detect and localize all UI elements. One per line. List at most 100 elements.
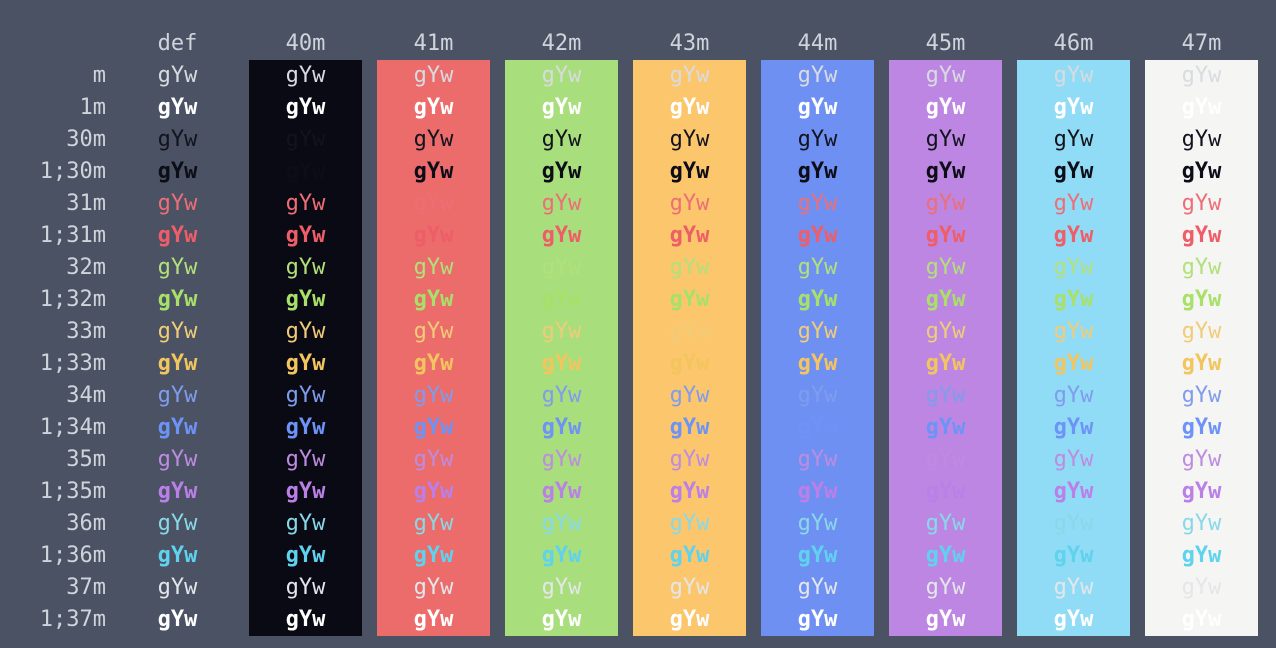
color-cell: gYw [889, 540, 1002, 572]
color-cell: gYw [761, 604, 874, 636]
color-row: m gYw gYw gYw gYw gYw gYw gYw gYw gYw [0, 60, 1276, 92]
color-cell: gYw [633, 284, 746, 316]
color-cell: gYw [157, 575, 198, 600]
color-cell: gYw [1017, 572, 1130, 604]
color-row: 1;35m gYw gYw gYw gYw gYw gYw gYw gYw gYw [0, 476, 1276, 508]
color-cell: gYw [249, 444, 362, 476]
color-cell: gYw [633, 412, 746, 444]
color-row: 1;36m gYw gYw gYw gYw gYw gYw gYw gYw gYw [0, 540, 1276, 572]
color-cell: gYw [249, 124, 362, 156]
color-row: 37m gYw gYw gYw gYw gYw gYw gYw gYw gYw [0, 572, 1276, 604]
color-cell: gYw [761, 220, 874, 252]
color-cell: gYw [157, 223, 198, 248]
color-cell: gYw [633, 124, 746, 156]
color-cell: gYw [377, 92, 490, 124]
color-cell: gYw [761, 316, 874, 348]
color-row: 33m gYw gYw gYw gYw gYw gYw gYw gYw gYw [0, 316, 1276, 348]
color-cell: gYw [1145, 284, 1258, 316]
color-cell: gYw [505, 316, 618, 348]
color-cell: gYw [1017, 444, 1130, 476]
color-row: 34m gYw gYw gYw gYw gYw gYw gYw gYw gYw [0, 380, 1276, 412]
color-cell: gYw [1017, 60, 1130, 92]
color-cell: gYw [505, 188, 618, 220]
color-cell: gYw [249, 412, 362, 444]
header-row: def 40m 41m 42m 43m 44m 45m 46m 47m [0, 28, 1276, 60]
color-cell: gYw [761, 252, 874, 284]
color-cell: gYw [1145, 156, 1258, 188]
color-cell: gYw [505, 60, 618, 92]
color-cell: gYw [249, 92, 362, 124]
color-cell: gYw [761, 348, 874, 380]
color-cell: gYw [1017, 316, 1130, 348]
row-label: 1;30m [39, 159, 106, 184]
color-cell: gYw [889, 348, 1002, 380]
color-cell: gYw [633, 508, 746, 540]
color-cell: gYw [157, 159, 198, 184]
color-cell: gYw [377, 188, 490, 220]
color-cell: gYw [1017, 412, 1130, 444]
color-cell: gYw [505, 156, 618, 188]
color-cell: gYw [505, 540, 618, 572]
color-cell: gYw [1017, 188, 1130, 220]
color-cell: gYw [1145, 380, 1258, 412]
color-cell: gYw [505, 252, 618, 284]
color-cell: gYw [249, 476, 362, 508]
color-cell: gYw [377, 380, 490, 412]
row-label: 34m [66, 383, 106, 408]
color-cell: gYw [1145, 348, 1258, 380]
column-header: 40m [285, 31, 326, 56]
color-row: 1;32m gYw gYw gYw gYw gYw gYw gYw gYw gYw [0, 284, 1276, 316]
color-cell: gYw [633, 380, 746, 412]
color-cell: gYw [157, 191, 198, 216]
row-label: 30m [66, 127, 106, 152]
color-cell: gYw [1017, 348, 1130, 380]
color-cell: gYw [889, 92, 1002, 124]
color-cell: gYw [157, 287, 198, 312]
color-cell: gYw [249, 572, 362, 604]
color-cell: gYw [889, 252, 1002, 284]
color-cell: gYw [1017, 124, 1130, 156]
color-cell: gYw [1145, 60, 1258, 92]
color-cell: gYw [505, 284, 618, 316]
row-label: 37m [66, 575, 106, 600]
color-cell: gYw [157, 351, 198, 376]
color-cell: gYw [505, 476, 618, 508]
color-row: 1;30m gYw gYw gYw gYw gYw gYw gYw gYw gYw [0, 156, 1276, 188]
color-cell: gYw [761, 284, 874, 316]
color-cell: gYw [157, 63, 198, 88]
color-cell: gYw [505, 412, 618, 444]
row-label: 32m [66, 255, 106, 280]
color-cell: gYw [889, 476, 1002, 508]
color-cell: gYw [1145, 188, 1258, 220]
color-cell: gYw [633, 604, 746, 636]
color-cell: gYw [249, 540, 362, 572]
color-cell: gYw [1017, 220, 1130, 252]
color-cell: gYw [1017, 604, 1130, 636]
row-label: 1m [79, 95, 107, 120]
color-cell: gYw [1017, 252, 1130, 284]
color-cell: gYw [377, 508, 490, 540]
color-cell: gYw [889, 124, 1002, 156]
color-cell: gYw [761, 156, 874, 188]
color-cell: gYw [157, 479, 198, 504]
color-cell: gYw [1017, 476, 1130, 508]
color-cell: gYw [1017, 284, 1130, 316]
color-cell: gYw [761, 476, 874, 508]
color-cell: gYw [761, 572, 874, 604]
color-cell: gYw [633, 540, 746, 572]
color-cell: gYw [377, 572, 490, 604]
row-label: 36m [66, 511, 106, 536]
color-row: 31m gYw gYw gYw gYw gYw gYw gYw gYw gYw [0, 188, 1276, 220]
color-cell: gYw [377, 316, 490, 348]
color-cell: gYw [377, 124, 490, 156]
color-row: 32m gYw gYw gYw gYw gYw gYw gYw gYw gYw [0, 252, 1276, 284]
color-cell: gYw [157, 95, 198, 120]
color-cell: gYw [633, 316, 746, 348]
color-cell: gYw [157, 607, 198, 632]
color-cell: gYw [249, 508, 362, 540]
color-cell: gYw [377, 444, 490, 476]
color-cell: gYw [505, 380, 618, 412]
color-cell: gYw [633, 444, 746, 476]
color-cell: gYw [157, 255, 198, 280]
color-row: 1;37m gYw gYw gYw gYw gYw gYw gYw gYw gYw [0, 604, 1276, 636]
